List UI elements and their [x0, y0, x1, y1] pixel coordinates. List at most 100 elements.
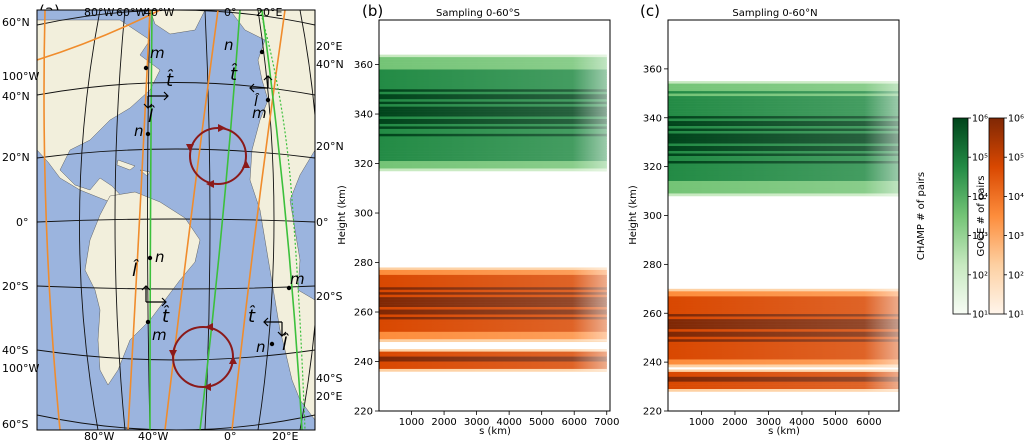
colorbar-tick-label: 10¹	[972, 310, 988, 321]
colorbar-champ: 10⁶ 10⁵ 10⁴ 10³ 10² 10¹ CHAMP # of pairs	[916, 114, 988, 321]
colorbar-goce-bar	[988, 117, 1005, 315]
panel-b-frame	[378, 19, 611, 412]
panel-c-xticks: 1000 2000 3000 4000 5000 6000	[689, 411, 882, 428]
x-tick-label: 1000	[399, 417, 424, 428]
y-tick-label: 320	[354, 159, 373, 170]
heatmap-block-champ	[668, 81, 899, 197]
vector-t-4: t̂	[248, 306, 256, 327]
colorbar-tick-label: 10⁴	[1008, 192, 1024, 203]
lat-label-60s: 60°S	[2, 418, 28, 431]
panel-c-plot	[668, 81, 899, 392]
edge-100w-south: 100°W	[2, 362, 39, 375]
colorbar-champ-label: CHAMP # of pairs	[916, 172, 927, 260]
lon-top-40w: 40°W	[144, 6, 174, 19]
panel-c-title: Sampling 0-60°N	[732, 8, 817, 19]
panel-b: (b) Sampling 0-60°S 1000 2000 3000 4000 5000…	[337, 2, 619, 437]
lon-bottom-40w: 40°W	[138, 430, 168, 442]
colorbar-tick-label: 10³	[1008, 231, 1024, 242]
heatmap-fade	[379, 267, 607, 342]
colorbar-goce: 10⁶ 10⁵ 10⁴ 10³ 10² 10¹ GOCE # of pairs	[976, 114, 1024, 321]
colorbar-tick-label: 10⁶	[1008, 114, 1024, 125]
edge-40n: 40°N	[316, 58, 344, 71]
colorbar-champ-bar	[952, 117, 969, 315]
champ-dotted-track	[259, 10, 306, 430]
y-tick-label: 320	[643, 162, 662, 173]
vector-l-1: l̂	[148, 106, 155, 127]
lon-top-60w: 60°W	[116, 6, 146, 19]
y-tick-label: 240	[643, 358, 662, 369]
marker-n-4: n	[256, 338, 266, 356]
colorbar-goce-label: GOCE # of pairs	[976, 175, 987, 256]
edge-20s: 20°S	[316, 290, 342, 303]
x-tick-label: 3000	[464, 417, 489, 428]
x-tick-label: 3000	[756, 417, 781, 428]
colorbar-tick-label: 10⁴	[972, 192, 988, 203]
x-tick-label: 6000	[561, 417, 586, 428]
map-lon-top-labels: 80°W 60°W 40°W 0° 20°E	[84, 6, 282, 19]
colorbar-tick-label: 10²	[972, 270, 988, 281]
edge-0: 0°	[316, 216, 329, 229]
panel-b-title: Sampling 0-60°S	[436, 8, 520, 19]
x-tick-label: 4000	[496, 417, 521, 428]
panel-b-xticks: 1000 2000 3000 4000 5000 6000 7000	[399, 411, 619, 428]
y-tick-label: 280	[354, 258, 373, 269]
y-tick-label: 360	[643, 64, 662, 75]
colorbar-tick-label: 10¹	[1008, 310, 1024, 321]
lon-bottom-20e: 20°E	[272, 430, 298, 442]
y-tick-label: 220	[354, 407, 373, 418]
panel-c-xlabel: s (km)	[768, 426, 800, 437]
map-frame	[36, 9, 316, 431]
edge-100w-north: 100°W	[2, 70, 39, 83]
marker-m-4: m	[290, 270, 305, 288]
edge-40s: 40°S	[316, 372, 342, 385]
map-edge-labels: 100°W 100°W 20°E 40°N 20°N 0° 20°S 40°S …	[2, 40, 344, 403]
heatmap-fade	[668, 288, 899, 368]
panel-c-ylabel: Height (km)	[628, 185, 639, 245]
heatmap-fade	[668, 369, 899, 392]
greenland	[149, 10, 206, 35]
y-tick-label: 280	[643, 260, 662, 271]
marker-n-2: n	[224, 36, 234, 54]
lon-bottom-0: 0°	[224, 430, 237, 442]
edge-20e-south: 20°E	[316, 390, 342, 403]
colorbar-tick-label: 10³	[972, 231, 988, 242]
colorbar-goce-ticks: 10⁶ 10⁵ 10⁴ 10³ 10² 10¹	[1004, 114, 1024, 321]
lat-label-60n: 60°N	[2, 16, 30, 29]
track-points	[143, 49, 292, 347]
colorbar-tick-label: 10⁵	[1008, 153, 1024, 164]
heatmap-block-champ	[379, 54, 607, 172]
lat-label-0: 0°	[16, 216, 29, 229]
map-panel: (a)	[2, 2, 344, 442]
x-tick-label: 1000	[689, 417, 714, 428]
marker-n-3: n	[155, 248, 165, 266]
heatmap-fade	[668, 81, 899, 196]
colorbar-tick-label: 10⁵	[972, 153, 988, 164]
colorbar-tick-label: 10²	[1008, 270, 1024, 281]
lon-bottom-80w: 80°W	[84, 430, 114, 442]
y-tick-label: 240	[354, 357, 373, 368]
y-tick-label: 340	[354, 110, 373, 121]
lat-label-20n: 20°N	[2, 151, 30, 164]
lat-label-40s: 40°S	[2, 344, 28, 357]
edge-20n: 20°N	[316, 140, 344, 153]
heatmap-block-goce	[668, 369, 899, 392]
marker-m-3: m	[152, 326, 167, 344]
heatmap-fade	[379, 349, 607, 372]
lat-label-40n: 40°N	[2, 90, 30, 103]
heatmap-block-goce	[379, 349, 607, 372]
x-tick-label: 5000	[823, 417, 848, 428]
panel-c-yticks: 220 240 260 280 300 320 340 360	[643, 64, 668, 418]
y-tick-label: 260	[643, 309, 662, 320]
panel-b-yticks: 220 240 260 280 300 320 340 360	[354, 60, 379, 418]
colorbar-tick-label: 10⁶	[972, 114, 988, 125]
y-tick-label: 360	[354, 60, 373, 71]
heatmap-block-goce	[379, 267, 607, 343]
lon-top-20e: 20°E	[256, 6, 282, 19]
lon-top-0: 0°	[224, 6, 237, 19]
heatmap-fade	[379, 54, 607, 171]
colorbar-champ-ticks: 10⁶ 10⁵ 10⁴ 10³ 10² 10¹	[968, 114, 988, 321]
map-lon-bottom-labels: 80°W 40°W 0° 20°E	[84, 430, 298, 442]
x-tick-label: 2000	[722, 417, 747, 428]
x-tick-label: 4000	[789, 417, 814, 428]
